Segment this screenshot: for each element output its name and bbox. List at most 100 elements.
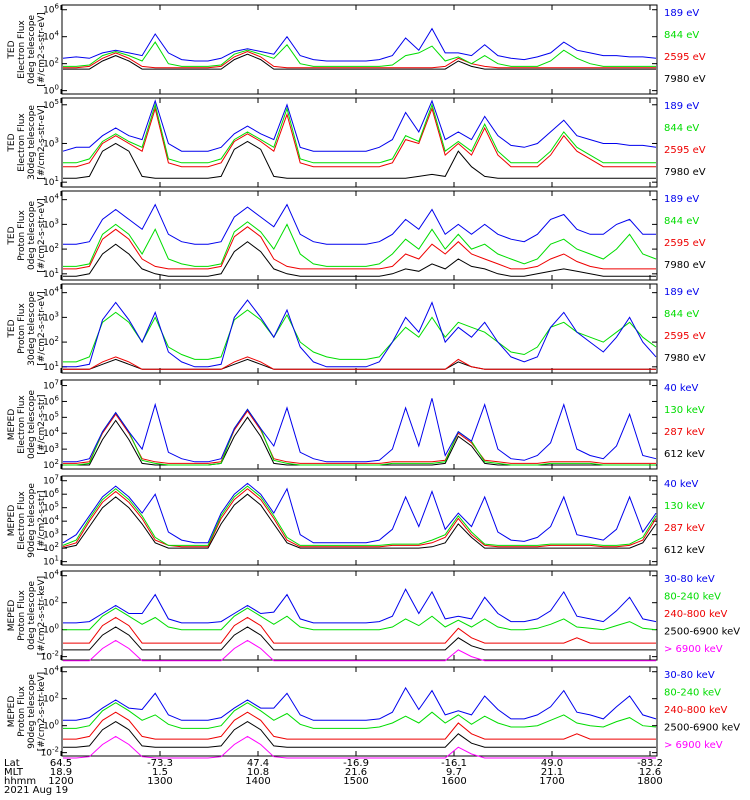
- panel-3-series-4-line: [63, 203, 656, 245]
- panel-1-series-2-line: [63, 50, 656, 69]
- panel-5-ytick-label-5: 107: [43, 379, 59, 392]
- panel-4-legend-item-4: 7980 eV: [664, 353, 706, 364]
- panel-8-ytick-label-0: 10-2: [41, 746, 59, 759]
- panel-6-ylabel-line-4: [#/cm2-s-str]: [37, 490, 47, 550]
- footer-row-label-hhmm: hhmm: [4, 776, 36, 787]
- panel-7-ytick-label-2: 102: [43, 596, 59, 609]
- footer-lat-value-6: 49.0: [541, 758, 563, 769]
- panel-5-legend-item-3: 287 keV: [664, 427, 705, 438]
- panel-6-ytick-label-1: 102: [43, 541, 59, 554]
- panel-6-series-2-line: [62, 488, 657, 548]
- panel-8-legend-item-2: 80-240 keV: [664, 688, 721, 699]
- panel-5-ylabel-line-3: 0deg telescope: [27, 390, 37, 460]
- panel-2-ylabel-line-2: Electron Flux: [17, 113, 27, 172]
- panel-4-ylabel-line-3: 30deg telescope: [27, 291, 37, 366]
- panel-7-legend-item-2: 80-240 keV: [664, 592, 721, 603]
- footer-mlt-value-2: 1.5: [152, 767, 168, 778]
- panel-1-ytick-label-0: 100: [43, 84, 59, 97]
- panel-2-legend-item-2: 844 eV: [664, 123, 699, 134]
- panel-8-ylabel-line-4: [#/cm2-s-str-keV]: [37, 672, 47, 751]
- panel-6-legend-item-4: 612 keV: [664, 545, 705, 556]
- panel-4-ylabel-line-1: TED: [7, 319, 17, 338]
- panel-1-ytick-label-3: 106: [43, 3, 59, 16]
- panel-3-frame: [61, 190, 658, 281]
- panel-2-legend-item-1: 189 eV: [664, 101, 699, 112]
- footer-row-label-lat: Lat: [4, 758, 20, 769]
- panel-6-ytick-label-5: 106: [43, 487, 59, 500]
- panel-5-ytick-label-0: 102: [43, 458, 59, 471]
- panel-7-ylabel-line-2: Proton Flux: [17, 590, 27, 641]
- panel-6-ytick-label-0: 101: [43, 555, 59, 568]
- panel-8-legend-item-3: 240-800 keV: [664, 705, 728, 716]
- panel-4-legend-item-3: 2595 eV: [664, 331, 706, 342]
- panel-2-ytick-label-2: 105: [43, 98, 59, 111]
- panel-3-ylabel-line-2: Proton Flux: [17, 210, 27, 261]
- panel-1-ylabel-line-1: TED: [7, 40, 17, 59]
- panel-3-series-1-line: [63, 241, 656, 277]
- panel-7-frame: [61, 570, 658, 661]
- panel-3-ylabel-line-4: [#/cm2-s-str-eV]: [37, 198, 47, 273]
- panel-4-series-2-line: [63, 356, 656, 370]
- panel-5-legend-item-4: 612 keV: [664, 449, 705, 460]
- panel-3-ytick-label-0: 101: [43, 267, 59, 280]
- footer-lat-value-7: -83.2: [637, 758, 663, 769]
- panel-8-ylabel-line-2: Proton Flux: [17, 686, 27, 737]
- panel-2-ytick-label-1: 103: [43, 136, 59, 149]
- panel-7-legend-item-5: > 6900 keV: [664, 644, 723, 655]
- panel-5-ylabel-line-1: MEPED: [7, 409, 17, 441]
- panel-3-legend-item-3: 2595 eV: [664, 238, 706, 249]
- footer-mlt-value-6: 21.1: [541, 767, 563, 778]
- panel-7-legend-item-3: 240-800 keV: [664, 609, 728, 620]
- panel-4-series-1-line: [63, 358, 656, 370]
- panel-1-ylabel-line-4: [#/cm2-s-str-eV]: [37, 12, 47, 87]
- panel-6-series-1-line: [62, 493, 657, 549]
- panel-3-ytick-label-1: 102: [43, 242, 59, 255]
- footer-lat-value-2: -73.3: [147, 758, 173, 769]
- panel-7-ytick-label-0: 10-2: [41, 650, 59, 663]
- panel-8-series-2-line: [63, 721, 656, 748]
- panel-4-ylabel-line-4: [#/cm2-s-str-eV]: [37, 291, 47, 366]
- panel-5-ytick-label-2: 104: [43, 426, 59, 439]
- panel-8-series-5-line: [63, 686, 657, 721]
- panel-6-ytick-label-3: 104: [43, 514, 59, 527]
- panel-8-legend-item-1: 30-80 keV: [664, 670, 715, 681]
- panel-8-series-3-line: [63, 711, 656, 740]
- panel-1-ytick-label-2: 104: [43, 30, 59, 43]
- footer-lat-value-5: -16.1: [441, 758, 467, 769]
- panel-6-ytick-label-2: 103: [43, 528, 59, 541]
- panel-7-ylabel-line-1: MEPED: [7, 600, 17, 632]
- panel-7-legend-item-1: 30-80 keV: [664, 574, 715, 585]
- panel-3-series-3-line: [63, 221, 657, 267]
- panel-1-ylabel-line-3: 0deg telescope: [27, 15, 37, 85]
- panel-5-ytick-label-3: 105: [43, 410, 59, 423]
- panel-4-legend-item-2: 844 eV: [664, 309, 699, 320]
- panel-8-frame: [61, 666, 658, 757]
- footer-lat-value-4: -16.9: [343, 758, 369, 769]
- date-label: 2021 Aug 19: [4, 785, 68, 796]
- panel-5-series-2-line: [63, 410, 656, 464]
- panel-1-ylabel-line-2: Electron Flux: [17, 20, 27, 79]
- panel-8-series-1-line: [63, 735, 656, 759]
- panel-2-legend-item-4: 7980 eV: [664, 167, 706, 178]
- panel-7-series-5-line: [63, 588, 657, 624]
- panel-7-ylabel-line-4: [#/cm2-s-str-keV]: [37, 576, 47, 655]
- footer-hhmm-value-3: 1400: [245, 776, 270, 787]
- panel-6-ylabel-line-2: Electron Flux: [17, 491, 27, 550]
- footer-hhmm-value-7: 1800: [637, 776, 662, 787]
- panel-7-ytick-label-1: 100: [43, 623, 59, 636]
- panel-8-legend-item-5: > 6900 keV: [664, 740, 723, 751]
- panel-2-ylabel-line-4: [#/cm2-s-str-eV]: [37, 105, 47, 180]
- footer-lat-value-3: 47.4: [247, 758, 269, 769]
- panel-1-series-4-line: [62, 27, 657, 62]
- panel-4-frame: [61, 283, 658, 374]
- panel-3-ytick-label-3: 104: [43, 193, 59, 206]
- panel-3-legend-item-1: 189 eV: [664, 194, 699, 205]
- panel-3-series-2-line: [63, 226, 656, 270]
- panel-1-legend-item-3: 2595 eV: [664, 52, 706, 63]
- panel-8-ylabel-line-3: 90deg telescope: [27, 674, 37, 749]
- panel-2-series-2-line: [63, 106, 656, 168]
- panel-2-series-4-line: [62, 99, 657, 152]
- panel-4-ylabel-line-2: Proton Flux: [17, 303, 27, 354]
- panel-6-series-4-line: [62, 482, 657, 544]
- panel-4-legend-item-1: 189 eV: [664, 287, 699, 298]
